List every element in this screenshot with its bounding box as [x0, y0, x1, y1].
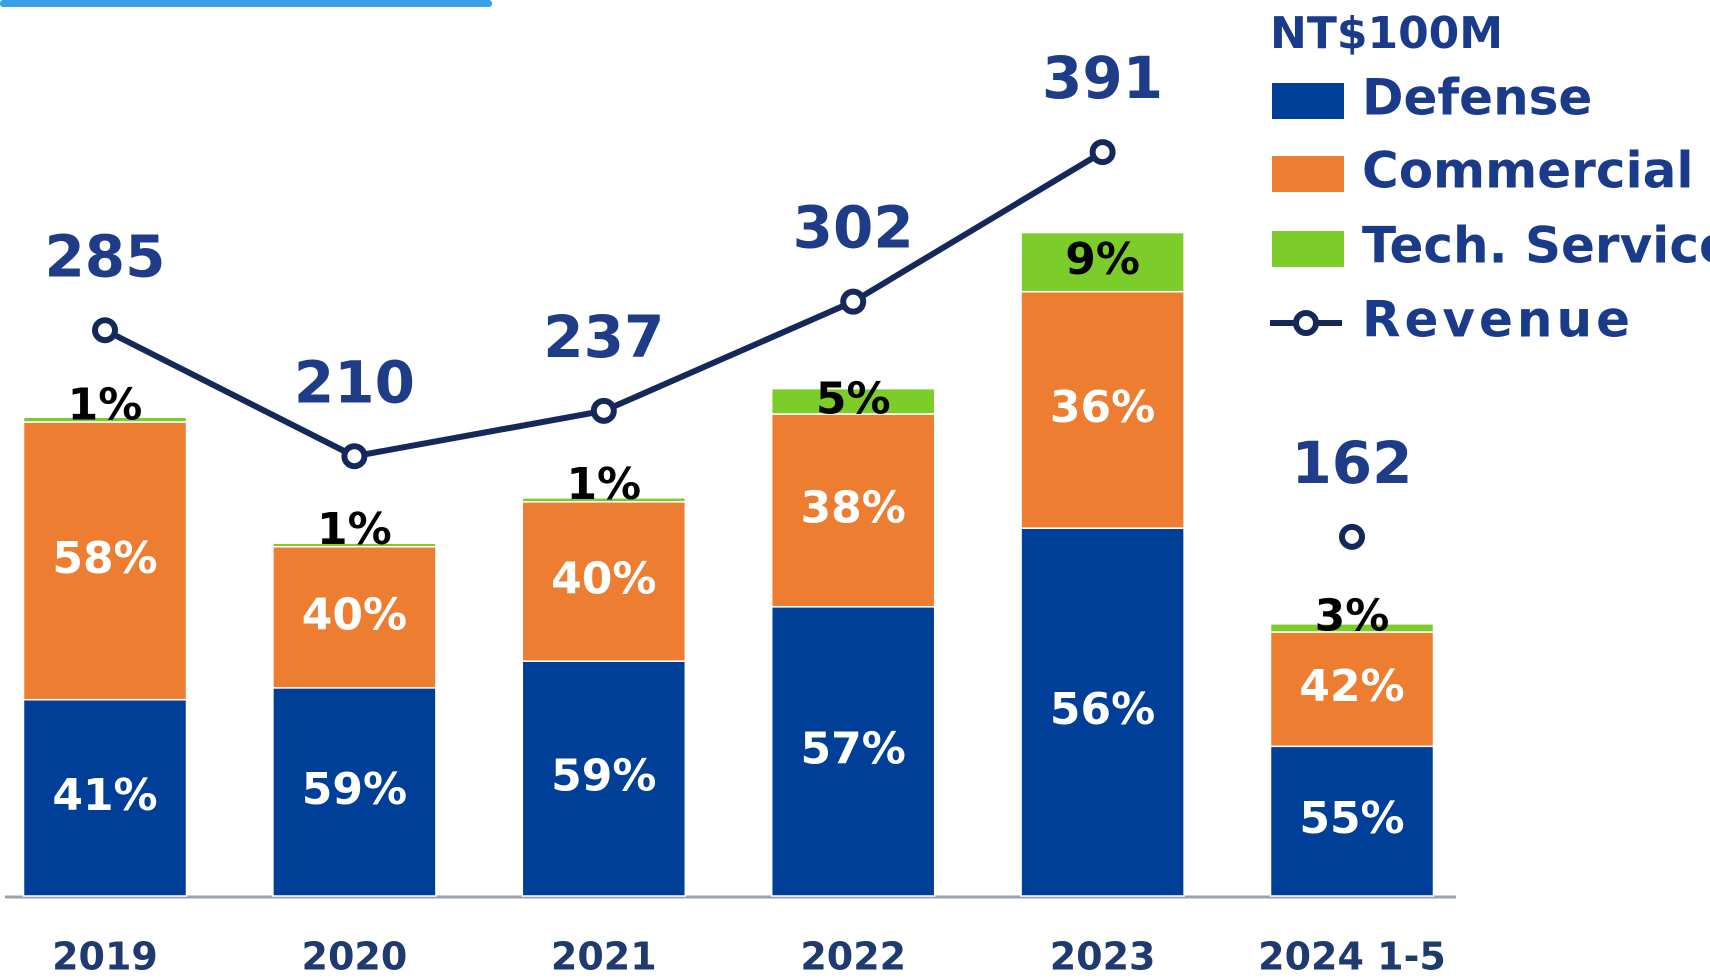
bar-segment [272, 687, 437, 897]
legend-label: Commercial [1362, 142, 1693, 200]
bar-segment [521, 501, 687, 662]
revenue-point [1339, 523, 1365, 550]
value-label: 41% [52, 770, 157, 821]
legend-swatch [1272, 83, 1344, 119]
value-label: 59% [302, 764, 407, 815]
bar-segment [1269, 631, 1435, 748]
top-accent [0, 0, 492, 7]
bar-segment [770, 413, 936, 608]
value-label: 1% [566, 459, 641, 510]
revenue-point [590, 397, 617, 424]
x-tick-label: 2023 [1050, 935, 1156, 979]
bar-segment [770, 387, 936, 415]
revenue-point [840, 288, 867, 315]
revenue-label: 285 [44, 222, 165, 290]
value-label: 3% [1315, 590, 1390, 641]
x-tick-label: 2020 [302, 935, 408, 979]
value-label: 55% [1299, 793, 1404, 844]
value-label: 42% [1299, 661, 1404, 712]
bar-segment [22, 698, 188, 897]
value-label: 56% [1050, 684, 1155, 735]
bar-segment [770, 606, 936, 897]
value-label: 59% [551, 751, 656, 802]
unit-label: NT$100M [1270, 8, 1503, 59]
value-label: 58% [52, 533, 157, 584]
bar-segment [22, 421, 188, 701]
x-tick-label: 2019 [52, 935, 158, 979]
x-tick-label: 2022 [800, 935, 906, 979]
revenue-label: 210 [294, 348, 415, 416]
bar-segment [272, 542, 437, 548]
bar-segment [1269, 623, 1435, 633]
legend-label: Revenue [1362, 291, 1634, 349]
bar-segment [1020, 527, 1185, 897]
legend-swatch [1272, 156, 1344, 192]
value-label: 40% [302, 589, 407, 640]
revenue-label: 302 [793, 194, 914, 262]
value-label: 40% [551, 553, 656, 604]
value-label: 36% [1050, 382, 1155, 433]
value-label: 1% [68, 379, 143, 430]
bar-segment [1020, 290, 1185, 529]
x-tick-label: 2021 [551, 935, 657, 979]
value-label: 1% [317, 504, 392, 555]
bar-segment [521, 660, 687, 897]
legend-label: Tech. Service [1362, 217, 1710, 275]
x-tick-label: 2024 1-5 [1258, 935, 1446, 979]
legend-label: Defense [1362, 69, 1592, 127]
revenue-point [92, 317, 118, 344]
bar-segment [521, 497, 687, 503]
revenue-label: 162 [1291, 429, 1412, 497]
revenue-point [1089, 139, 1116, 166]
revenue-label: 237 [543, 303, 664, 371]
value-label: 57% [801, 723, 906, 774]
bar-segment [1269, 745, 1435, 897]
bar-segment [272, 545, 437, 689]
bar-segment [1020, 231, 1185, 293]
value-label: 38% [801, 482, 906, 533]
revenue-point [341, 443, 368, 470]
bar-segment [22, 416, 188, 423]
legend-swatch [1272, 231, 1344, 267]
legend-marker [1293, 310, 1319, 336]
value-label: 9% [1065, 234, 1140, 285]
value-label: 5% [816, 373, 891, 424]
revenue-label: 391 [1042, 44, 1163, 112]
